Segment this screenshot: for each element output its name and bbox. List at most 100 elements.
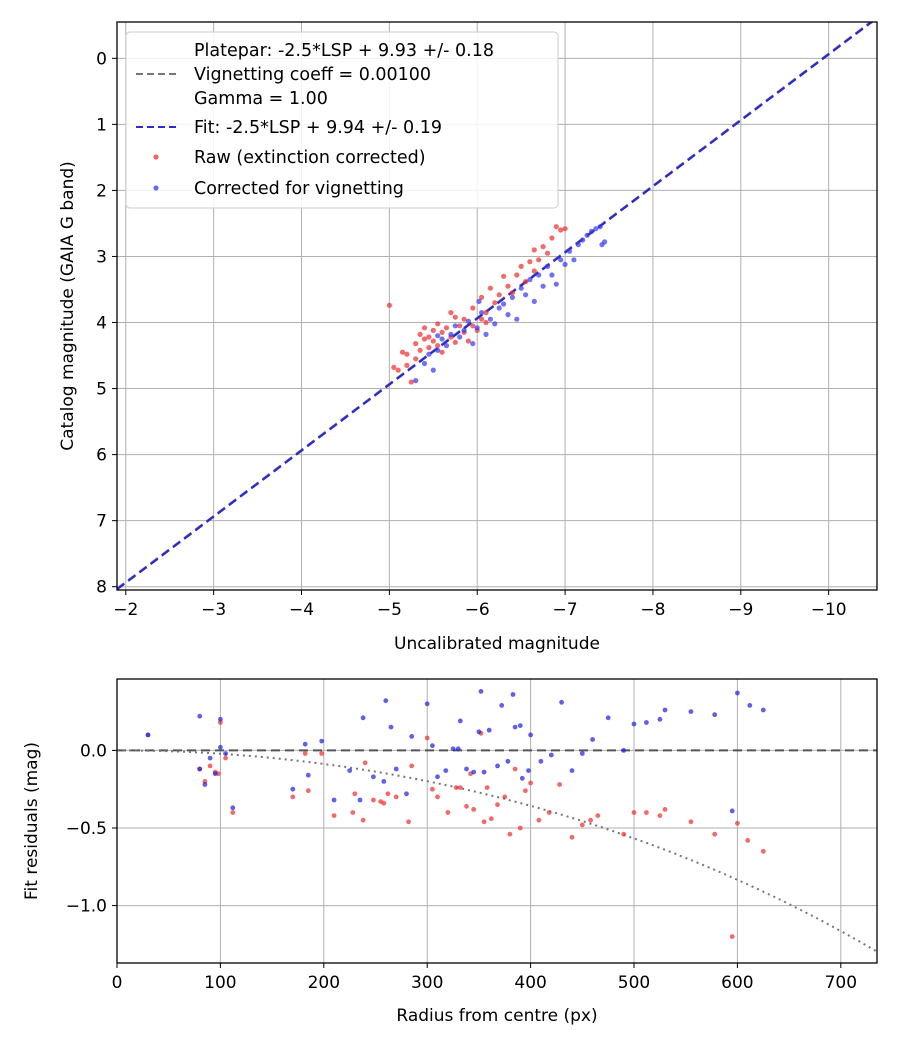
bottom-x-axis-label: Radius from centre (px) [396, 1006, 597, 1026]
bottom-reference-lines [117, 749, 877, 953]
corrected-point [644, 720, 649, 725]
legend-entry-gamma: Gamma = 1.00 [194, 89, 328, 109]
legend-corrected-marker [153, 185, 159, 191]
raw-point [465, 338, 471, 344]
corrected-point [381, 779, 387, 784]
raw-point [319, 751, 325, 756]
y-tick-label: 7 [96, 512, 107, 532]
corrected-point [443, 768, 449, 773]
corrected-point [388, 724, 394, 730]
corrected-point [495, 763, 500, 769]
raw-point [512, 766, 518, 772]
corrected-point [599, 242, 605, 248]
raw-point [417, 331, 423, 337]
raw-point [536, 817, 542, 823]
corrected-point [729, 808, 735, 814]
x-tick-label: −4 [289, 600, 314, 620]
raw-point [406, 819, 411, 825]
raw-point [385, 791, 391, 797]
corrected-point [424, 701, 430, 707]
corrected-point [430, 367, 436, 373]
legend-box [125, 31, 559, 209]
raw-point [371, 797, 376, 803]
corrected-point [536, 272, 542, 278]
raw-point [595, 813, 601, 818]
raw-point [421, 336, 428, 342]
corrected-point [499, 703, 505, 708]
top-chart: −2 −3 −4 −5 −6 −7 −8 −9 −10 0 1 2 3 4 5 6 7 8 Platepar: -… [58, 21, 878, 654]
raw-point [331, 813, 337, 818]
raw-point [588, 817, 593, 823]
raw-point [502, 794, 508, 800]
corrected-point [230, 805, 236, 811]
raw-point [409, 763, 415, 769]
corrected-point [528, 732, 533, 738]
raw-point [393, 794, 399, 800]
corrected-point [421, 360, 428, 367]
corrected-point [621, 748, 627, 753]
x-tick-label: 100 [204, 973, 236, 993]
raw-point [488, 816, 494, 822]
raw-point [362, 760, 368, 766]
raw-point [399, 349, 406, 355]
corrected-point [461, 327, 467, 333]
corrected-point [435, 774, 440, 780]
corrected-point [544, 263, 551, 269]
corrected-point [474, 325, 480, 331]
corrected-series [145, 689, 766, 814]
bottom-y-axis-label: Fit residuals (mag) [22, 742, 42, 900]
x-tick-label: −3 [201, 600, 226, 620]
corrected-point [476, 298, 482, 304]
raw-point [483, 319, 489, 326]
corrected-point [457, 334, 463, 340]
legend-entry-vignetting: Vignetting coeff = 0.00100 [194, 65, 431, 85]
raw-point [290, 794, 296, 800]
raw-point [514, 272, 520, 278]
raw-point [413, 356, 419, 362]
raw-point [621, 831, 627, 837]
clipped-lines [117, 22, 874, 590]
corrected-point [688, 709, 694, 714]
x-tick-label: −10 [811, 600, 847, 620]
raw-point [553, 224, 559, 230]
raw-point [445, 810, 451, 815]
raw-point [662, 807, 668, 812]
corrected-point [505, 312, 511, 318]
corrected-point [347, 768, 353, 773]
bottom-ticks: 0 100 200 300 400 500 600 700 0.0 −0.5 −1.0 [66, 741, 857, 993]
corrected-point [435, 347, 441, 353]
corrected-point [413, 378, 419, 384]
corrected-point [207, 755, 213, 761]
raw-point [558, 227, 564, 233]
corrected-point [501, 301, 507, 307]
corrected-point [357, 797, 363, 803]
x-tick-label: −6 [465, 600, 490, 620]
raw-point [453, 785, 459, 790]
x-tick-label: 500 [618, 973, 650, 993]
corrected-point [712, 712, 718, 718]
corrected-point [760, 707, 766, 713]
raw-point [457, 323, 463, 329]
corrected-point [450, 746, 456, 752]
raw-point [230, 810, 236, 815]
corrected-point [448, 331, 454, 337]
corrected-point [531, 298, 537, 304]
top-points [386, 224, 608, 385]
corrected-point [218, 716, 223, 722]
corrected-point [514, 316, 520, 322]
corrected-point [465, 318, 471, 324]
corrected-point [559, 699, 564, 705]
corrected-point [523, 292, 529, 298]
y-tick-label: 2 [96, 181, 107, 201]
corrected-point [302, 741, 308, 747]
corrected-point [479, 310, 485, 316]
corrected-point [223, 751, 229, 756]
raw-point [457, 785, 463, 790]
corrected-point [566, 248, 573, 254]
legend-raw-marker [153, 154, 159, 160]
corrected-point [197, 713, 203, 719]
raw-point [496, 292, 502, 298]
corrected-point [481, 769, 487, 775]
corrected-point [548, 752, 554, 758]
raw-point [644, 810, 649, 815]
